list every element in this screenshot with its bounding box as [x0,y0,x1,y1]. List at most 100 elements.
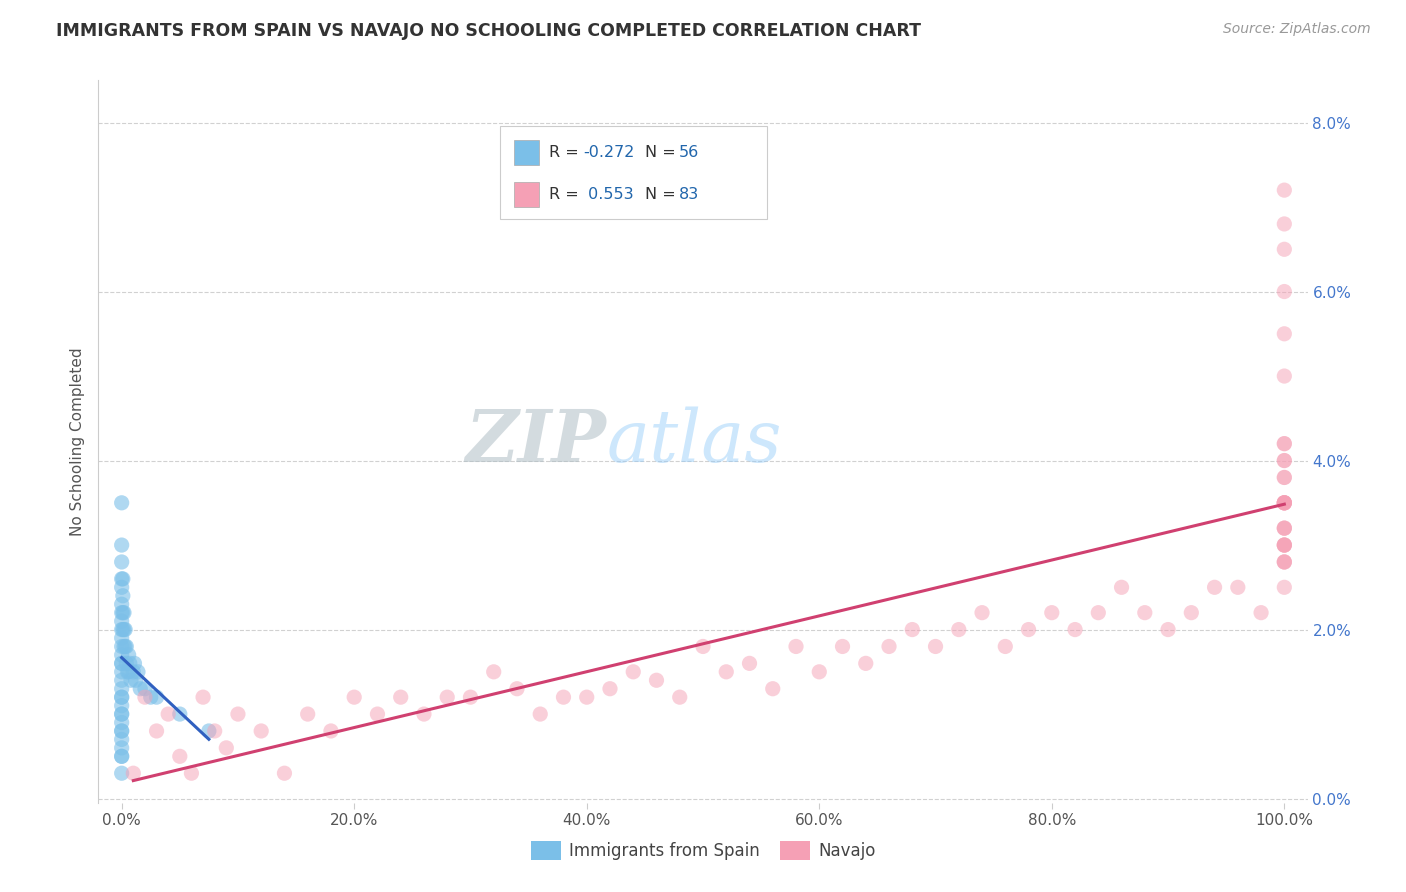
Point [436,690,458,705]
Text: ZIP: ZIP [465,406,606,477]
Point [111,657,134,671]
Point [112,640,135,654]
Point [1272,555,1295,569]
Point [111,606,134,620]
Text: Source: ZipAtlas.com: Source: ZipAtlas.com [1223,22,1371,37]
Point [553,690,575,705]
Point [1272,183,1295,197]
Point [1087,606,1109,620]
Point [114,623,136,637]
Point [1272,470,1295,484]
Point [413,707,436,722]
Point [645,673,668,688]
Point [1272,496,1295,510]
Point [482,665,505,679]
Point [127,665,149,679]
Point [599,681,621,696]
Point [460,690,482,705]
Point [1133,606,1156,620]
Point [215,740,238,755]
Point [1272,453,1295,467]
Point [692,640,714,654]
Point [118,648,141,662]
Point [111,723,134,738]
Point [124,657,146,671]
Point [111,572,134,586]
Point [111,732,134,747]
Point [120,673,142,688]
Point [1272,538,1295,552]
Text: R =: R = [548,145,583,161]
Point [1272,436,1295,450]
Point [621,665,644,679]
Point [145,723,167,738]
Point [111,640,134,654]
Point [831,640,853,654]
Point [506,681,529,696]
Point [111,614,134,628]
Text: atlas: atlas [606,406,782,477]
Point [1180,606,1202,620]
Point [1272,242,1295,256]
Text: N =: N = [645,145,681,161]
Point [877,640,900,654]
Text: -0.272: -0.272 [583,145,634,161]
Point [1064,623,1087,637]
Point [1272,496,1295,510]
Point [1272,496,1295,510]
Point [111,580,134,594]
Point [134,690,156,705]
Point [111,623,134,637]
Point [855,657,877,671]
Point [1204,580,1226,594]
Point [668,690,690,705]
Point [112,606,135,620]
Point [1272,369,1295,384]
Point [1272,436,1295,450]
Point [169,749,191,764]
Point [115,657,138,671]
Point [115,640,138,654]
Point [139,690,162,705]
Point [1250,606,1272,620]
Point [198,723,221,738]
Point [1272,580,1295,594]
Point [129,681,152,696]
Point [111,749,134,764]
Point [112,623,135,637]
Point [111,690,134,705]
Point [111,496,134,510]
Point [1272,453,1295,467]
Point [1272,538,1295,552]
Point [226,707,249,722]
Text: 0.553: 0.553 [583,187,634,202]
Point [762,681,785,696]
Point [157,707,180,722]
Point [1272,496,1295,510]
Point [111,740,134,755]
Point [191,690,214,705]
Point [1040,606,1063,620]
Point [111,597,134,611]
Point [118,665,141,679]
Point [111,681,134,696]
Point [1272,538,1295,552]
Point [273,766,295,780]
Point [169,707,191,722]
Point [1272,496,1295,510]
Point [1018,623,1040,637]
Point [297,707,319,722]
Point [111,623,134,637]
Point [1272,538,1295,552]
Point [204,723,226,738]
Point [1272,470,1295,484]
Point [948,623,970,637]
Point [250,723,273,738]
Point [122,665,145,679]
Point [924,640,946,654]
Point [111,723,134,738]
Point [575,690,598,705]
Point [111,665,134,679]
Point [114,640,136,654]
Text: R =: R = [548,187,583,202]
